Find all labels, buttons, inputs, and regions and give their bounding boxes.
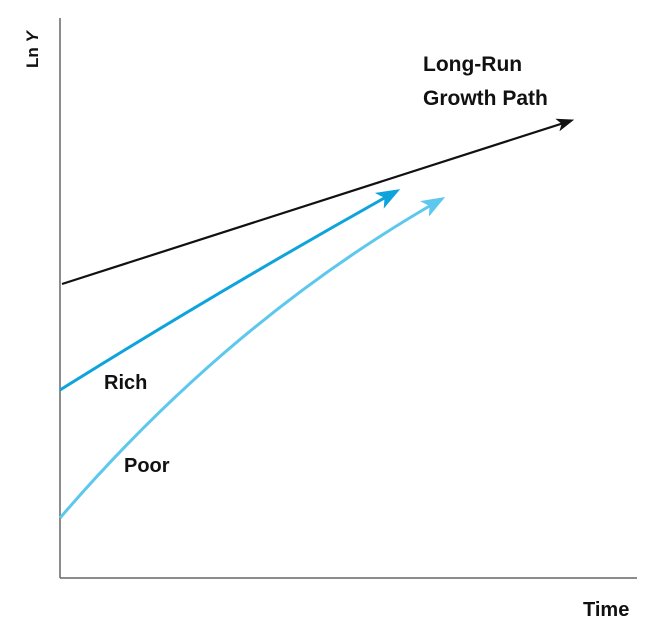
poor-path-line	[58, 197, 446, 519]
y-axis-label-variable: Y	[23, 30, 42, 43]
long-run-growth-path-line	[61, 118, 575, 286]
long-run-label-line2: Growth Path	[423, 87, 548, 110]
y-axis-label-prefix: Ln	[23, 43, 42, 69]
x-axis-label: Time	[583, 599, 629, 621]
rich-label: Rich	[104, 372, 147, 394]
rich-path-line	[59, 189, 401, 392]
long-run-label-line1: Long-Run	[423, 53, 522, 76]
poor-label: Poor	[124, 455, 170, 477]
y-axis-label: Ln Y	[23, 30, 42, 69]
